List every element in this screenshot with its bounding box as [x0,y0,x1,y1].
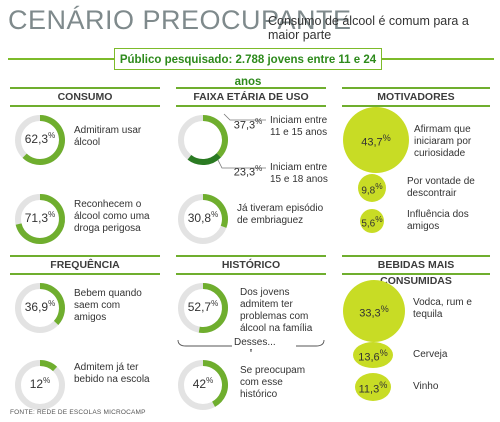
bubble-label: Vodca, rum e tequila [413,297,472,320]
ring-label: Se preocupam com esse histórico [240,365,306,400]
section-title-consumo: CONSUMO [10,87,160,107]
ring-fill [198,283,228,333]
ring-consumo-1 [15,115,65,165]
sample-banner: Público pesquisado: 2.788 jovens entre 1… [114,48,382,88]
callout-lines [217,113,266,169]
ring-label: Dos jovens admitem ter problemas com álc… [240,287,313,334]
ring-fill [39,283,65,325]
ring-fill [15,194,65,244]
ring-fill [202,360,228,407]
bubble-value: 13,6% [358,348,388,364]
bubble-amigos [360,209,384,233]
ring-historico-2 [178,360,228,410]
bubble-value: 5,6% [361,214,383,230]
ring-value: 37,3% [233,117,263,132]
ring-label: Reconhecem o álcool como uma droga perig… [74,199,150,234]
ring-value: 62,3% [24,131,56,146]
ring-label: Admitem já ter bebido na escola [74,362,150,385]
bubble-value: 43,7% [361,133,391,149]
source-note: FONTE: REDE DE ESCOLAS MICROCAMP [10,409,146,416]
ring-label: Admitiram usar álcool [74,125,142,148]
ring-value: 71,3% [24,210,56,225]
desses-label: Desses... [232,337,296,349]
bubble-label: Cerveja [413,349,448,360]
ring-fill-11-15 [202,115,228,158]
section-title-motivadores: MOTIVADORES [342,87,490,107]
ring-frequencia-2 [15,360,65,410]
bubble-label: Por vontade de descontrair [407,176,475,199]
ring-fill [22,115,65,165]
bubble-vodca [343,280,405,342]
ring-label: Bebem quando saem com amigos [74,288,142,323]
ring-label: Já tiveram episódio de embriaguez [237,203,324,226]
ring-value: 12% [29,376,51,391]
ring-frequencia-1 [15,283,65,333]
bubble-value: 9,8% [361,181,383,197]
section-title-bebidas: BEBIDAS MAIS CONSUMIDAS [342,255,490,287]
bubble-vinho [355,373,391,401]
section-title-frequencia: FREQUÊNCIA [10,255,160,275]
bubble-cerveja [353,342,393,368]
ring-label: Iniciam entre 11 e 15 anos [270,115,328,138]
bubble-label: Vinho [413,381,439,392]
ring-fill [39,360,58,372]
page-subtitle: Consumo de álcool é comum para a maior p… [268,14,469,42]
bubble-value: 33,3% [359,304,389,320]
ring-value: 23,3% [233,164,263,179]
bubble-label: Influência dos amigos [407,209,469,232]
ring-historico-1 [178,283,228,333]
ring-fill-15-18 [187,153,221,165]
bubble-label: Afirmam que iniciaram por curiosidade [414,124,472,159]
ring-value: 42% [192,376,214,391]
ring-faixa-embriaguez [178,194,228,244]
desses-bracket [177,339,325,353]
ring-consumo-2 [15,194,65,244]
ring-faixa-combined [178,115,228,165]
ring-label: Iniciam entre 15 e 18 anos [270,162,328,185]
page-title: CENÁRIO PREOCUPANTE [8,5,352,35]
section-title-faixa-etaria: FAIXA ETÁRIA DE USO [176,87,326,107]
ring-value: 30,8% [187,210,219,225]
ring-value: 52,7% [187,299,219,314]
bubble-curiosidade [343,107,409,173]
ring-fill [202,194,228,228]
section-title-historico: HISTÓRICO [176,255,326,275]
bubble-value: 11,3% [358,380,388,396]
ring-value: 36,9% [24,299,56,314]
bubble-descontrair [358,174,386,202]
